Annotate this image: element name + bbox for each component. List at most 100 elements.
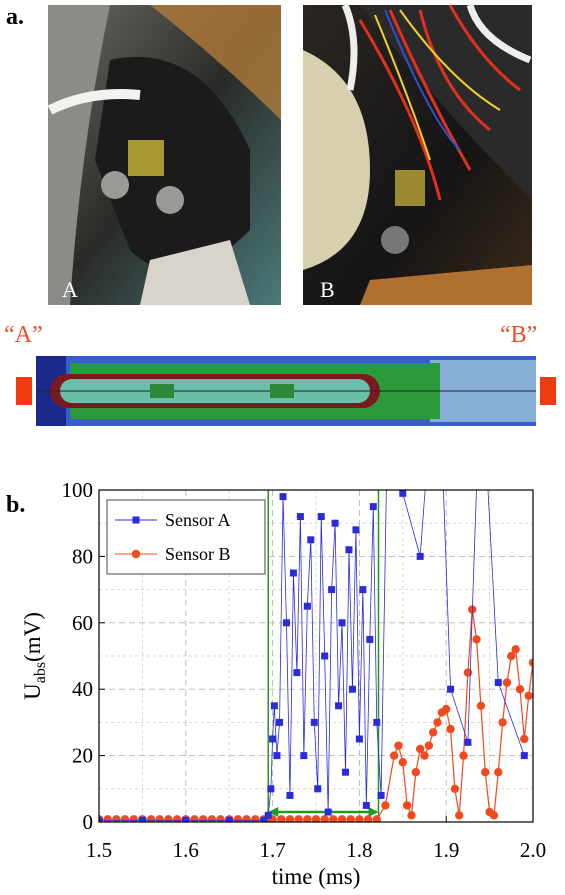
marker bbox=[489, 811, 499, 820]
marker bbox=[369, 503, 377, 511]
marker bbox=[407, 811, 416, 820]
marker bbox=[363, 815, 373, 822]
marker bbox=[307, 536, 315, 544]
y-label-unit: (mV) bbox=[20, 612, 45, 662]
marker bbox=[476, 701, 486, 710]
marker bbox=[267, 785, 275, 793]
chart: 1.5 1.6 1.7 1.8 1.9 2.0 0 20 40 60 80 100 time (ms) U… bbox=[20, 321, 546, 889]
marker bbox=[321, 652, 329, 660]
marker bbox=[314, 785, 322, 793]
marker bbox=[402, 801, 412, 810]
marker bbox=[264, 811, 272, 819]
legend-marker bbox=[131, 549, 141, 559]
marker bbox=[372, 815, 381, 822]
marker bbox=[282, 619, 290, 627]
marker bbox=[260, 816, 268, 822]
marker bbox=[481, 768, 490, 777]
x-tick-label: 1.7 bbox=[259, 838, 285, 862]
marker bbox=[359, 586, 367, 594]
marker bbox=[346, 815, 355, 822]
y-tick-label: 0 bbox=[83, 810, 94, 834]
marker bbox=[459, 751, 468, 760]
marker bbox=[433, 718, 442, 727]
legend-marker bbox=[132, 516, 140, 524]
marker bbox=[355, 815, 364, 822]
marker bbox=[277, 815, 286, 822]
plot-area bbox=[99, 321, 533, 822]
marker bbox=[289, 569, 297, 577]
marker bbox=[394, 741, 403, 750]
marker bbox=[528, 658, 533, 667]
marker bbox=[352, 526, 360, 534]
y-label-sub: abs bbox=[32, 662, 49, 683]
marker bbox=[270, 702, 278, 710]
marker bbox=[424, 741, 434, 750]
marker bbox=[317, 513, 325, 521]
marker bbox=[494, 679, 502, 687]
marker bbox=[524, 691, 533, 701]
marker bbox=[338, 619, 346, 627]
marker bbox=[138, 816, 146, 822]
x-tick-label: 1.5 bbox=[86, 838, 112, 862]
x-tick-label: 1.8 bbox=[346, 838, 372, 862]
x-axis-label: time (ms) bbox=[272, 864, 361, 889]
marker bbox=[225, 816, 233, 822]
marker bbox=[303, 602, 311, 610]
legend-label: Sensor B bbox=[165, 544, 231, 564]
marker bbox=[450, 784, 460, 793]
y-tick-label: 80 bbox=[72, 544, 93, 568]
y-tick-label: 40 bbox=[72, 677, 93, 701]
panel-label: a. bbox=[6, 4, 24, 30]
plot-frame bbox=[98, 489, 534, 823]
marker bbox=[99, 816, 103, 822]
diagram: “A” “B” bbox=[4, 322, 556, 426]
marker bbox=[373, 718, 381, 726]
end-label: “B” bbox=[500, 322, 537, 348]
marker bbox=[279, 493, 287, 501]
marker bbox=[182, 816, 190, 822]
marker bbox=[446, 724, 455, 734]
marker bbox=[324, 808, 332, 816]
marker bbox=[472, 635, 481, 644]
marker bbox=[463, 668, 473, 677]
marker bbox=[434, 321, 441, 328]
marker bbox=[494, 768, 503, 777]
x-tick-label: 1.6 bbox=[173, 838, 199, 862]
marker bbox=[348, 685, 356, 693]
photo: B bbox=[303, 3, 532, 305]
x-tick-label: 1.9 bbox=[433, 838, 459, 862]
y-tick-label: 20 bbox=[72, 744, 93, 768]
marker bbox=[411, 768, 421, 777]
marker bbox=[455, 811, 464, 820]
y-tick-label: 100 bbox=[62, 478, 94, 502]
marker bbox=[355, 735, 363, 743]
marker bbox=[335, 702, 343, 710]
photo-label: B bbox=[320, 277, 335, 302]
marker bbox=[300, 752, 308, 760]
legend-box bbox=[106, 499, 266, 575]
end-label: “A” bbox=[4, 322, 43, 348]
marker bbox=[294, 815, 303, 822]
marker bbox=[515, 685, 525, 694]
marker bbox=[296, 513, 304, 521]
y-label-main: U bbox=[20, 683, 45, 700]
marker bbox=[511, 645, 520, 654]
legend: Sensor A Sensor B bbox=[106, 499, 266, 575]
x-tick-label: 2.0 bbox=[520, 838, 546, 862]
marker bbox=[389, 751, 399, 760]
marker bbox=[415, 744, 425, 754]
marker bbox=[502, 678, 512, 687]
y-axis-label: Uabs(mV) bbox=[20, 612, 49, 700]
marker bbox=[320, 815, 329, 822]
legend-label: Sensor A bbox=[165, 510, 231, 530]
marker bbox=[416, 552, 424, 560]
marker bbox=[328, 586, 336, 594]
marker bbox=[362, 801, 370, 809]
marker bbox=[464, 738, 472, 746]
marker bbox=[377, 791, 385, 799]
photo-label: A bbox=[62, 277, 78, 302]
marker bbox=[398, 758, 407, 767]
marker bbox=[507, 651, 516, 661]
